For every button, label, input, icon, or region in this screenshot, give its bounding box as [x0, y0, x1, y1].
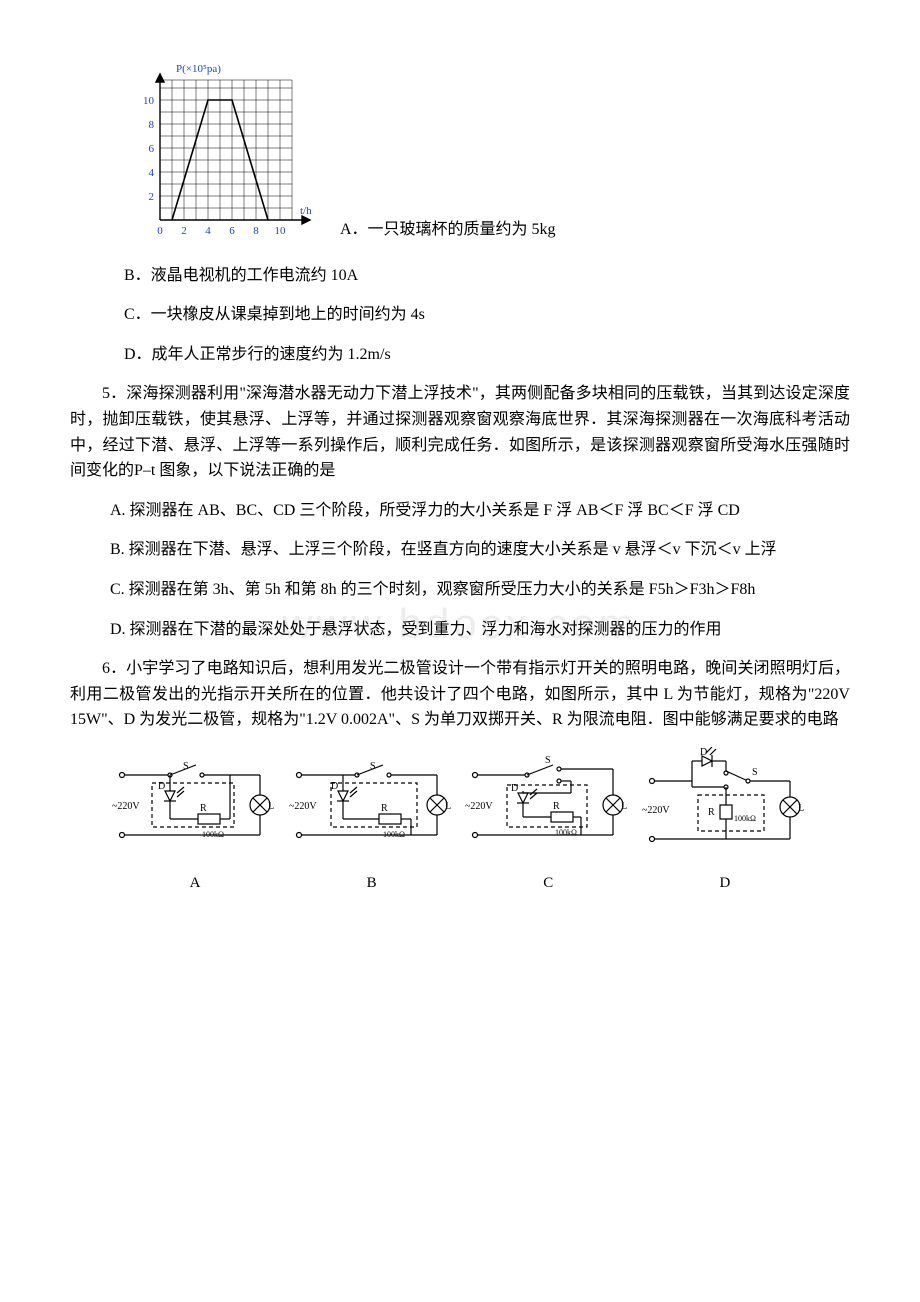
- svg-text:2: 2: [181, 225, 187, 237]
- circuit-a: ~220V S D R 100kΩ L A: [110, 747, 280, 895]
- q5-option-b: B. 探测器在下潜、悬浮、上浮三个阶段，在竖直方向的速度大小关系是 v 悬浮＜v…: [70, 537, 850, 563]
- svg-text:100kΩ: 100kΩ: [555, 828, 577, 837]
- q5-option-a: A. 探测器在 AB、BC、CD 三个阶段，所受浮力的大小关系是 F 浮 AB＜…: [70, 498, 850, 524]
- pressure-time-chart: P(×10⁵pa): [130, 60, 330, 249]
- q5-stem: 5．深海探测器利用"深海潜水器无动力下潜上浮技术"，其两侧配备多块相同的压载铁，…: [70, 381, 850, 483]
- svg-text:R: R: [708, 807, 715, 818]
- q5-option-c: C. 探测器在第 3h、第 5h 和第 8h 的三个时刻，观察窗所受压力大小的关…: [70, 577, 850, 603]
- svg-text:R: R: [381, 803, 388, 814]
- q6-stem: 6．小宇学习了电路知识后，想利用发光二极管设计一个带有指示灯开关的照明电路，晚间…: [70, 656, 850, 733]
- circuit-b-label: B: [287, 871, 457, 895]
- chart-y-ticks: 2 4 6 8 10: [143, 95, 155, 203]
- svg-text:R: R: [553, 801, 560, 812]
- q4-option-d: D．成年人正常步行的速度约为 1.2m/s: [70, 342, 850, 368]
- svg-text:6: 6: [149, 143, 155, 155]
- circuit-c: ~220V S D R 100kΩ L C: [463, 747, 633, 895]
- q5-option-d: D. 探测器在下潜的最深处处于悬浮状态，受到重力、浮力和海水对探测器的压力的作用: [70, 617, 850, 643]
- svg-text:0: 0: [157, 225, 163, 237]
- chart-x-ticks: 0 2 4 6 8 10: [157, 225, 286, 237]
- svg-text:10: 10: [275, 225, 287, 237]
- q4-option-c: C．一块橡皮从课桌掉到地上的时间约为 4s: [70, 302, 850, 328]
- svg-text:S: S: [545, 755, 551, 766]
- svg-text:L: L: [621, 801, 627, 812]
- svg-text:D: D: [331, 781, 338, 792]
- svg-text:~220V: ~220V: [642, 805, 670, 816]
- svg-text:L: L: [445, 801, 451, 812]
- circuit-d-label: D: [640, 871, 810, 895]
- svg-text:4: 4: [205, 225, 211, 237]
- svg-text:4: 4: [149, 167, 155, 179]
- svg-text:S: S: [370, 761, 376, 772]
- svg-text:L: L: [268, 801, 274, 812]
- svg-text:8: 8: [149, 119, 155, 131]
- q4-option-b: B．液晶电视机的工作电流约 10A: [70, 263, 850, 289]
- svg-text:D: D: [511, 783, 518, 794]
- svg-text:2: 2: [149, 191, 155, 203]
- chart-grid: [160, 80, 292, 220]
- svg-text:R: R: [200, 803, 207, 814]
- svg-text:~220V: ~220V: [112, 801, 140, 812]
- svg-text:L: L: [798, 803, 804, 814]
- circuit-b: ~220V S D R 100kΩ L B: [287, 747, 457, 895]
- svg-text:8: 8: [253, 225, 259, 237]
- svg-text:S: S: [183, 761, 189, 772]
- circuits-row: ~220V S D R 100kΩ L A: [110, 747, 810, 895]
- svg-text:~220V: ~220V: [289, 801, 317, 812]
- chart-and-option-row: P(×10⁵pa): [70, 60, 850, 249]
- chart-axes: [156, 74, 310, 224]
- circuit-a-label: A: [110, 871, 280, 895]
- chart-y-title: P(×10⁵pa): [176, 63, 221, 75]
- svg-text:100kΩ: 100kΩ: [383, 830, 405, 839]
- svg-text:6: 6: [229, 225, 235, 237]
- chart-x-title: t/h: [300, 205, 312, 217]
- svg-text:~220V: ~220V: [465, 801, 493, 812]
- circuit-c-label: C: [463, 871, 633, 895]
- svg-text:S: S: [752, 767, 758, 778]
- svg-text:D: D: [158, 781, 165, 792]
- svg-text:D: D: [700, 747, 707, 758]
- q4-option-a: A．一只玻璃杯的质量约为 5kg: [340, 217, 556, 249]
- svg-text:10: 10: [143, 95, 155, 107]
- circuit-d: ~220V D S R 100kΩ L D: [640, 747, 810, 895]
- svg-text:100kΩ: 100kΩ: [202, 830, 224, 839]
- svg-text:100kΩ: 100kΩ: [734, 814, 756, 823]
